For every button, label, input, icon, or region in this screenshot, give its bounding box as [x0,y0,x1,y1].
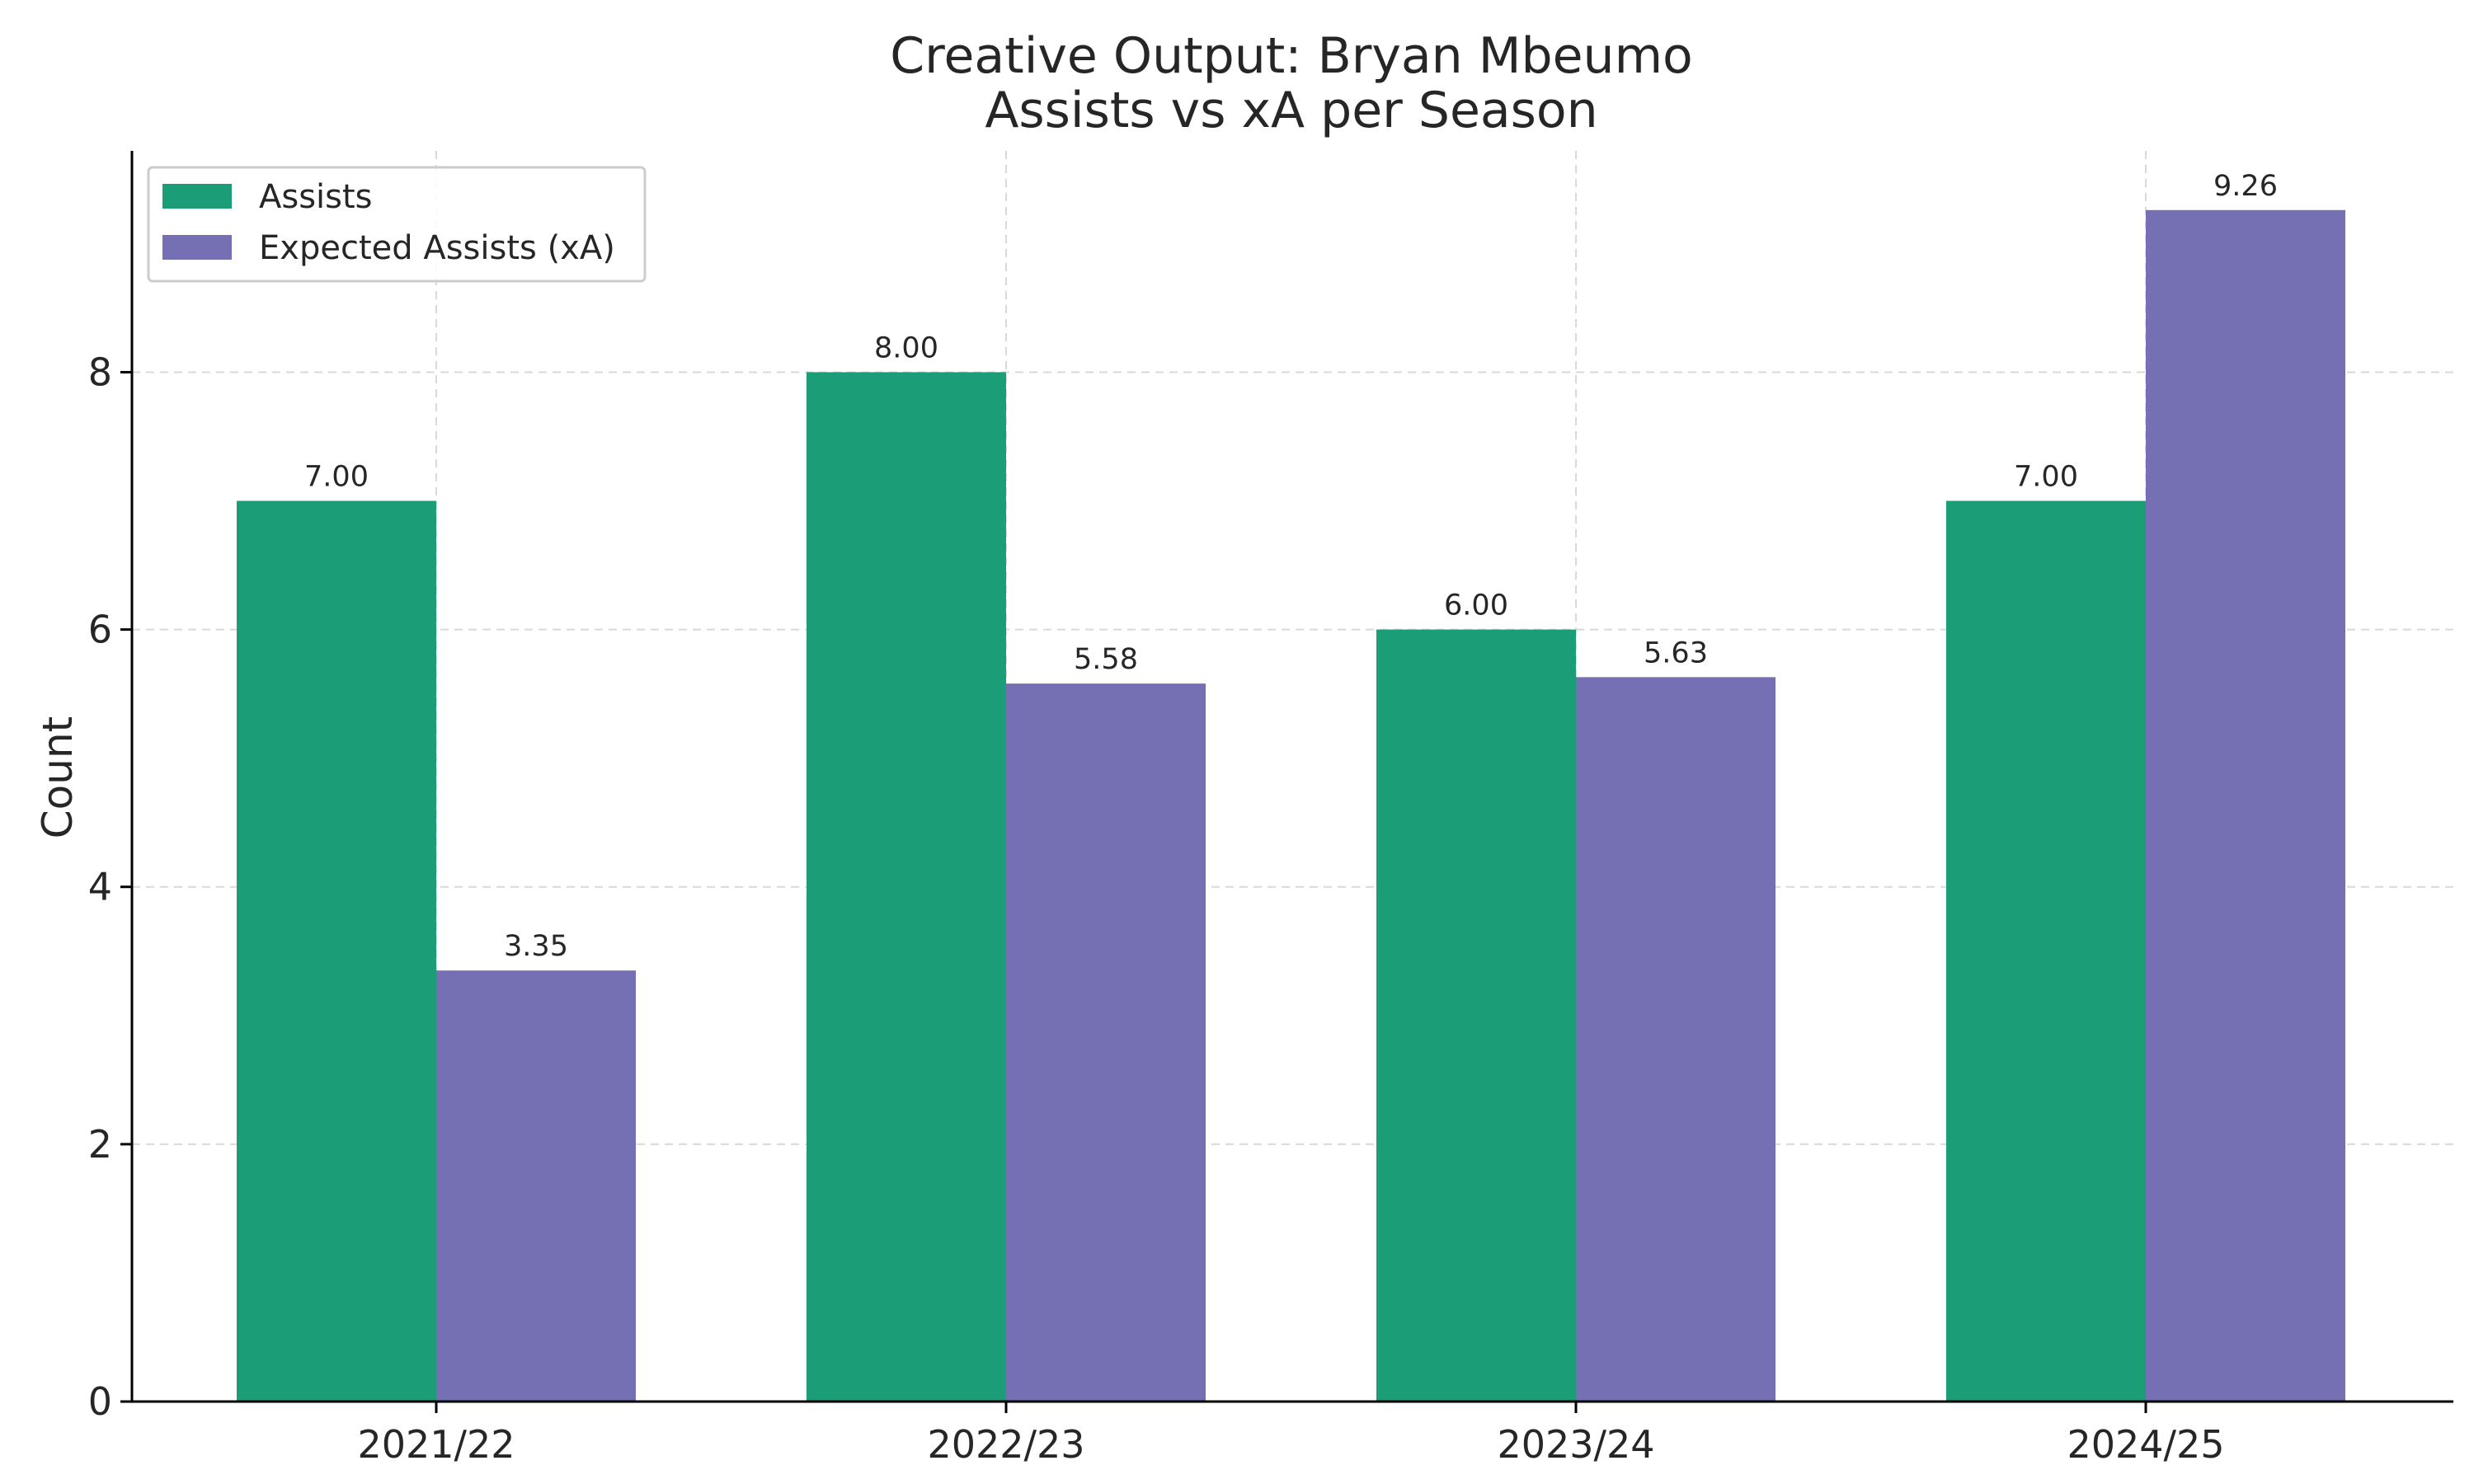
bars [237,209,2345,1402]
x-tick-label: 2022/23 [927,1422,1084,1467]
data-labels: 7.00 8.00 6.00 7.00 3.35 5.58 5.63 9.26 [304,170,2278,963]
data-label-expected-assists-xa: 3.35 [504,930,568,963]
data-label-expected-assists-xa: 9.26 [2213,170,2278,203]
bar-assists [807,372,1006,1402]
y-tick-label: 0 [88,1379,112,1424]
bar-assists [1376,629,1576,1402]
data-label-expected-assists-xa: 5.58 [1074,643,1138,676]
chart-title: Creative Output: Bryan Mbeumo [890,27,1692,85]
chart-subtitle: Assists vs xA per Season [985,82,1597,139]
bar-expected-assists-xa [1006,683,1206,1402]
x-axis-ticks: 2021/22 2022/23 2023/24 2024/25 [357,1402,2225,1467]
x-tick-label: 2021/22 [357,1422,515,1467]
data-label-assists: 6.00 [1444,589,1508,622]
y-tick-label: 2 [88,1122,112,1167]
bar-assists [237,500,436,1402]
y-axis-label: Count [34,716,82,839]
data-label-assists: 7.00 [2014,461,2078,494]
legend-swatch-expected-assists [162,235,232,260]
data-label-assists: 7.00 [304,461,369,494]
legend-label-assists: Assists [259,178,373,216]
y-tick-label: 8 [88,350,112,394]
bar-expected-assists-xa [2146,209,2345,1402]
y-axis-ticks: 0 2 4 6 8 [88,350,132,1424]
y-tick-label: 6 [88,608,112,652]
x-tick-label: 2023/24 [1497,1422,1654,1467]
bar-assists [1946,500,2146,1402]
bar-expected-assists-xa [1576,677,1776,1402]
legend-frame [147,166,647,283]
data-label-expected-assists-xa: 5.63 [1644,636,1708,669]
legend: Assists Expected Assists (xA) [147,166,647,283]
legend-label-expected-assists: Expected Assists (xA) [259,229,615,267]
data-label-assists: 8.00 [874,331,938,364]
legend-swatch-assists [162,184,232,209]
y-tick-label: 4 [88,865,112,909]
bar-expected-assists-xa [436,970,636,1402]
x-tick-label: 2024/25 [2067,1422,2224,1467]
